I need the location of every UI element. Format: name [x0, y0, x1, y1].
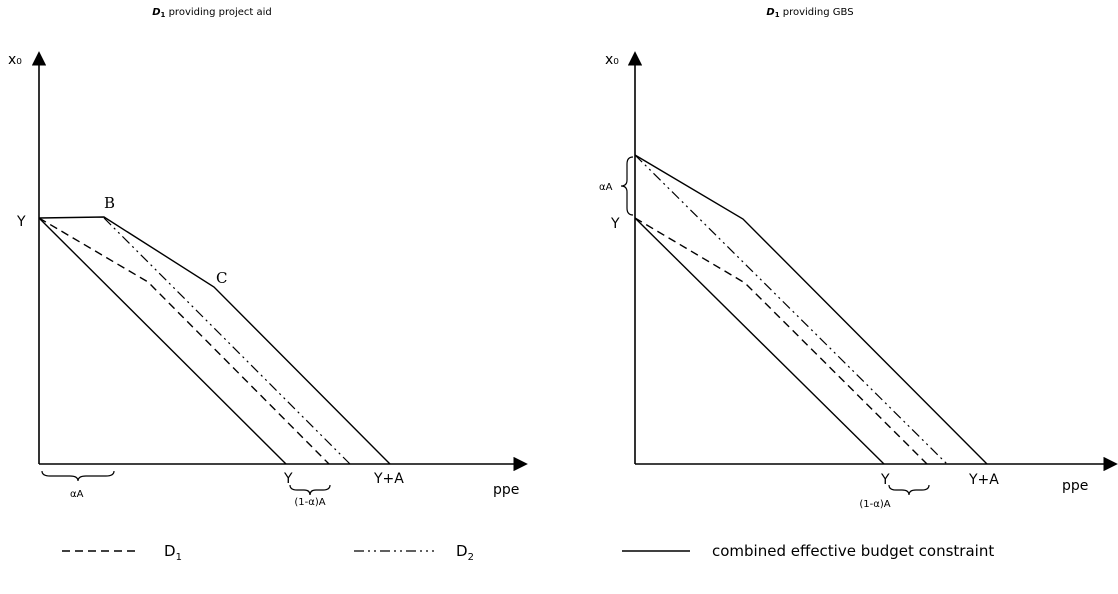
right-brace-alpha-a — [620, 156, 634, 216]
legend-d1-main: D — [164, 542, 176, 560]
left-y-axis-label: x₀ — [8, 52, 22, 68]
left-label-b: B — [104, 194, 115, 212]
legend-combined-label: combined effective budget constraint — [712, 542, 994, 560]
left-d1-line — [38, 217, 330, 465]
right-title-d: D — [766, 7, 774, 18]
left-brace-one-minus-alpha-a — [289, 484, 331, 496]
right-label-alpha-a: αA — [599, 182, 613, 193]
left-title-sub: 1 — [161, 11, 166, 19]
right-label-one-minus-alpha-a: (1-α)A — [859, 499, 890, 510]
legend: D1 D2 combined effective budget constrai… — [62, 542, 994, 563]
left-d2-line — [103, 217, 351, 465]
right-original-budget-line — [634, 217, 885, 465]
left-label-x-y: Y — [283, 471, 293, 487]
right-x-axis-label: ppe — [1062, 478, 1088, 494]
left-label-x-ya: Y+A — [373, 471, 404, 487]
right-panel-title: D1 providing GBS — [766, 7, 853, 19]
legend-d2-sub: 2 — [468, 552, 474, 563]
left-panel-title: D1 providing project aid — [152, 7, 272, 19]
right-d1-line — [634, 217, 928, 465]
left-label-one-minus-alpha-a: (1-α)A — [294, 497, 325, 508]
left-x-axis-label: ppe — [493, 482, 519, 498]
left-label-y: Y — [16, 214, 26, 230]
right-y-axis-label: x₀ — [605, 52, 619, 68]
left-panel: D1 providing project aid x₀ ppe Y B C Y … — [8, 7, 528, 508]
right-combined-constraint — [634, 154, 988, 465]
left-combined-constraint — [38, 216, 391, 465]
left-title-rest: providing project aid — [165, 7, 271, 18]
left-label-c: C — [216, 269, 227, 287]
left-brace-alpha-a — [41, 470, 115, 482]
right-panel: D1 providing GBS x₀ ppe Y Y Y+A αA (1-α)… — [599, 7, 1118, 510]
legend-d2-label: D2 — [456, 542, 474, 563]
right-label-x-y: Y — [880, 472, 890, 488]
right-title-sub: 1 — [775, 11, 780, 19]
right-d2-line — [634, 154, 948, 465]
legend-d1-label: D1 — [164, 542, 182, 563]
legend-d1-sub: 1 — [176, 552, 182, 563]
right-brace-one-minus-alpha-a — [888, 484, 930, 496]
legend-d2-main: D — [456, 542, 468, 560]
left-title-d: D — [152, 7, 160, 18]
left-original-budget-line — [38, 217, 287, 465]
right-label-y: Y — [610, 216, 620, 232]
right-label-x-ya: Y+A — [968, 472, 999, 488]
left-label-alpha-a: αA — [70, 489, 84, 500]
right-title-rest: providing GBS — [780, 7, 854, 18]
